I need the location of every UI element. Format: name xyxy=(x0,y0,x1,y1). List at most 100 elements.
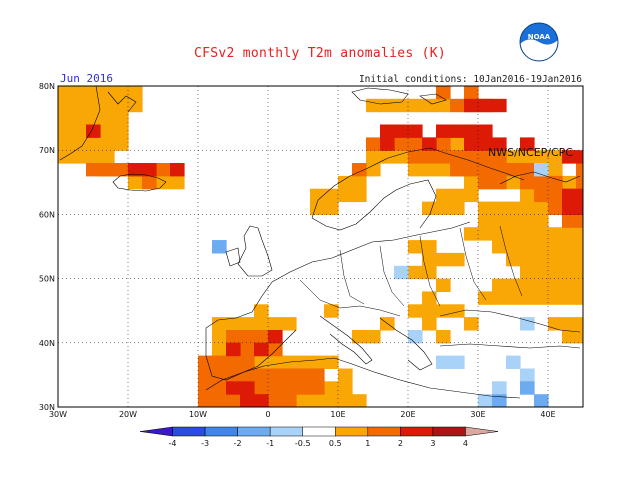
anomaly-cell xyxy=(268,317,283,331)
anomaly-cell xyxy=(534,252,549,267)
anomaly-cell xyxy=(408,124,423,138)
colorbar-swatch xyxy=(237,426,271,437)
anomaly-cell xyxy=(520,278,535,292)
colorbar-label: -2 xyxy=(234,439,242,448)
anomaly-cell xyxy=(324,201,339,215)
anomaly-cell xyxy=(520,291,535,305)
anomaly-cell xyxy=(100,98,115,113)
anomaly-cell xyxy=(576,227,583,241)
anomaly-cell xyxy=(352,394,367,407)
anomaly-cell xyxy=(114,98,129,113)
anomaly-cell xyxy=(114,124,129,138)
anomaly-cell xyxy=(548,240,563,254)
anomaly-cell xyxy=(464,124,479,138)
anomaly-cell xyxy=(534,150,549,164)
anomaly-cell xyxy=(464,86,479,100)
anomaly-cell xyxy=(240,317,255,331)
anomaly-cell xyxy=(492,201,507,215)
anomaly-cell xyxy=(422,240,437,254)
anomaly-cell xyxy=(562,330,577,344)
anomaly-cell xyxy=(576,330,583,344)
anomaly-cell xyxy=(450,252,465,267)
anomaly-cell xyxy=(464,188,479,203)
anomaly-cell xyxy=(436,355,451,369)
anomaly-cell xyxy=(450,188,465,203)
anomaly-cell xyxy=(86,163,101,177)
map-title: CFSv2 monthly T2m anomalies (K) xyxy=(194,46,446,61)
anomaly-cell xyxy=(520,240,535,254)
anomaly-cell xyxy=(478,201,493,215)
anomaly-cell xyxy=(100,150,115,164)
anomaly-cell xyxy=(492,240,507,254)
anomaly-cell xyxy=(114,111,129,126)
anomaly-cell xyxy=(394,98,409,113)
colorbar-swatch xyxy=(465,426,499,437)
anomaly-cell xyxy=(212,240,227,254)
anomaly-cell xyxy=(548,163,563,177)
anomaly-cell xyxy=(198,368,213,382)
anomaly-cell xyxy=(324,355,339,369)
anomaly-cell xyxy=(436,252,451,267)
anomaly-cell xyxy=(548,175,563,190)
anomaly-cell xyxy=(506,163,521,177)
anomaly-cell xyxy=(226,368,241,382)
anomaly-cell xyxy=(310,355,325,369)
anomaly-cell xyxy=(86,98,101,113)
anomaly-cell xyxy=(422,317,437,331)
anomaly-cell xyxy=(506,252,521,267)
anomaly-cell xyxy=(282,368,297,382)
anomaly-cell xyxy=(576,188,583,203)
anomaly-cell xyxy=(338,175,353,190)
anomaly-cell xyxy=(562,175,577,190)
anomaly-cell xyxy=(576,265,583,280)
anomaly-cell xyxy=(352,188,367,203)
colorbar-swatch xyxy=(269,426,303,437)
anomaly-cell xyxy=(562,188,577,203)
anomaly-cell xyxy=(492,381,507,395)
colorbar-label: 4 xyxy=(463,439,468,448)
anomaly-cell xyxy=(576,175,583,190)
anomaly-cell xyxy=(268,355,283,369)
anomaly-cell xyxy=(464,137,479,151)
anomaly-cell xyxy=(478,227,493,241)
anomaly-cell xyxy=(562,240,577,254)
anomaly-cell xyxy=(72,98,87,113)
anomaly-cell xyxy=(324,381,339,395)
anomaly-cell xyxy=(268,330,283,344)
anomaly-cell xyxy=(58,111,73,126)
anomaly-cell xyxy=(548,265,563,280)
anomaly-cell xyxy=(268,368,283,382)
anomaly-cell xyxy=(450,124,465,138)
anomaly-cell xyxy=(86,124,101,138)
anomaly-cell xyxy=(520,150,535,164)
anomaly-cell xyxy=(352,163,367,177)
anomaly-cell xyxy=(324,304,339,318)
anomaly-cell xyxy=(198,355,213,369)
anomaly-cell xyxy=(408,240,423,254)
anomaly-cell xyxy=(520,201,535,215)
anomaly-cell xyxy=(128,163,143,177)
colorbar-label: 0.5 xyxy=(329,439,342,448)
anomaly-cell xyxy=(520,265,535,280)
anomaly-cell xyxy=(534,394,549,407)
anomaly-cell xyxy=(366,150,381,164)
anomaly-cell xyxy=(114,163,129,177)
anomaly-cell xyxy=(296,368,311,382)
anomaly-cell xyxy=(576,240,583,254)
anomaly-cell xyxy=(408,304,423,318)
anomaly-cell xyxy=(212,394,227,407)
anomaly-cell xyxy=(72,124,87,138)
anomaly-cell xyxy=(240,381,255,395)
anomaly-cell xyxy=(492,150,507,164)
anomaly-cell xyxy=(576,252,583,267)
anomaly-cell xyxy=(436,304,451,318)
anomaly-cell xyxy=(520,137,535,151)
anomaly-cell xyxy=(128,175,143,190)
anomaly-cell xyxy=(436,137,451,151)
anomaly-cell xyxy=(212,368,227,382)
anomaly-cell xyxy=(408,163,423,177)
anomaly-cell xyxy=(212,381,227,395)
anomaly-cell xyxy=(408,150,423,164)
anomaly-cell xyxy=(478,175,493,190)
anomaly-cell xyxy=(562,252,577,267)
